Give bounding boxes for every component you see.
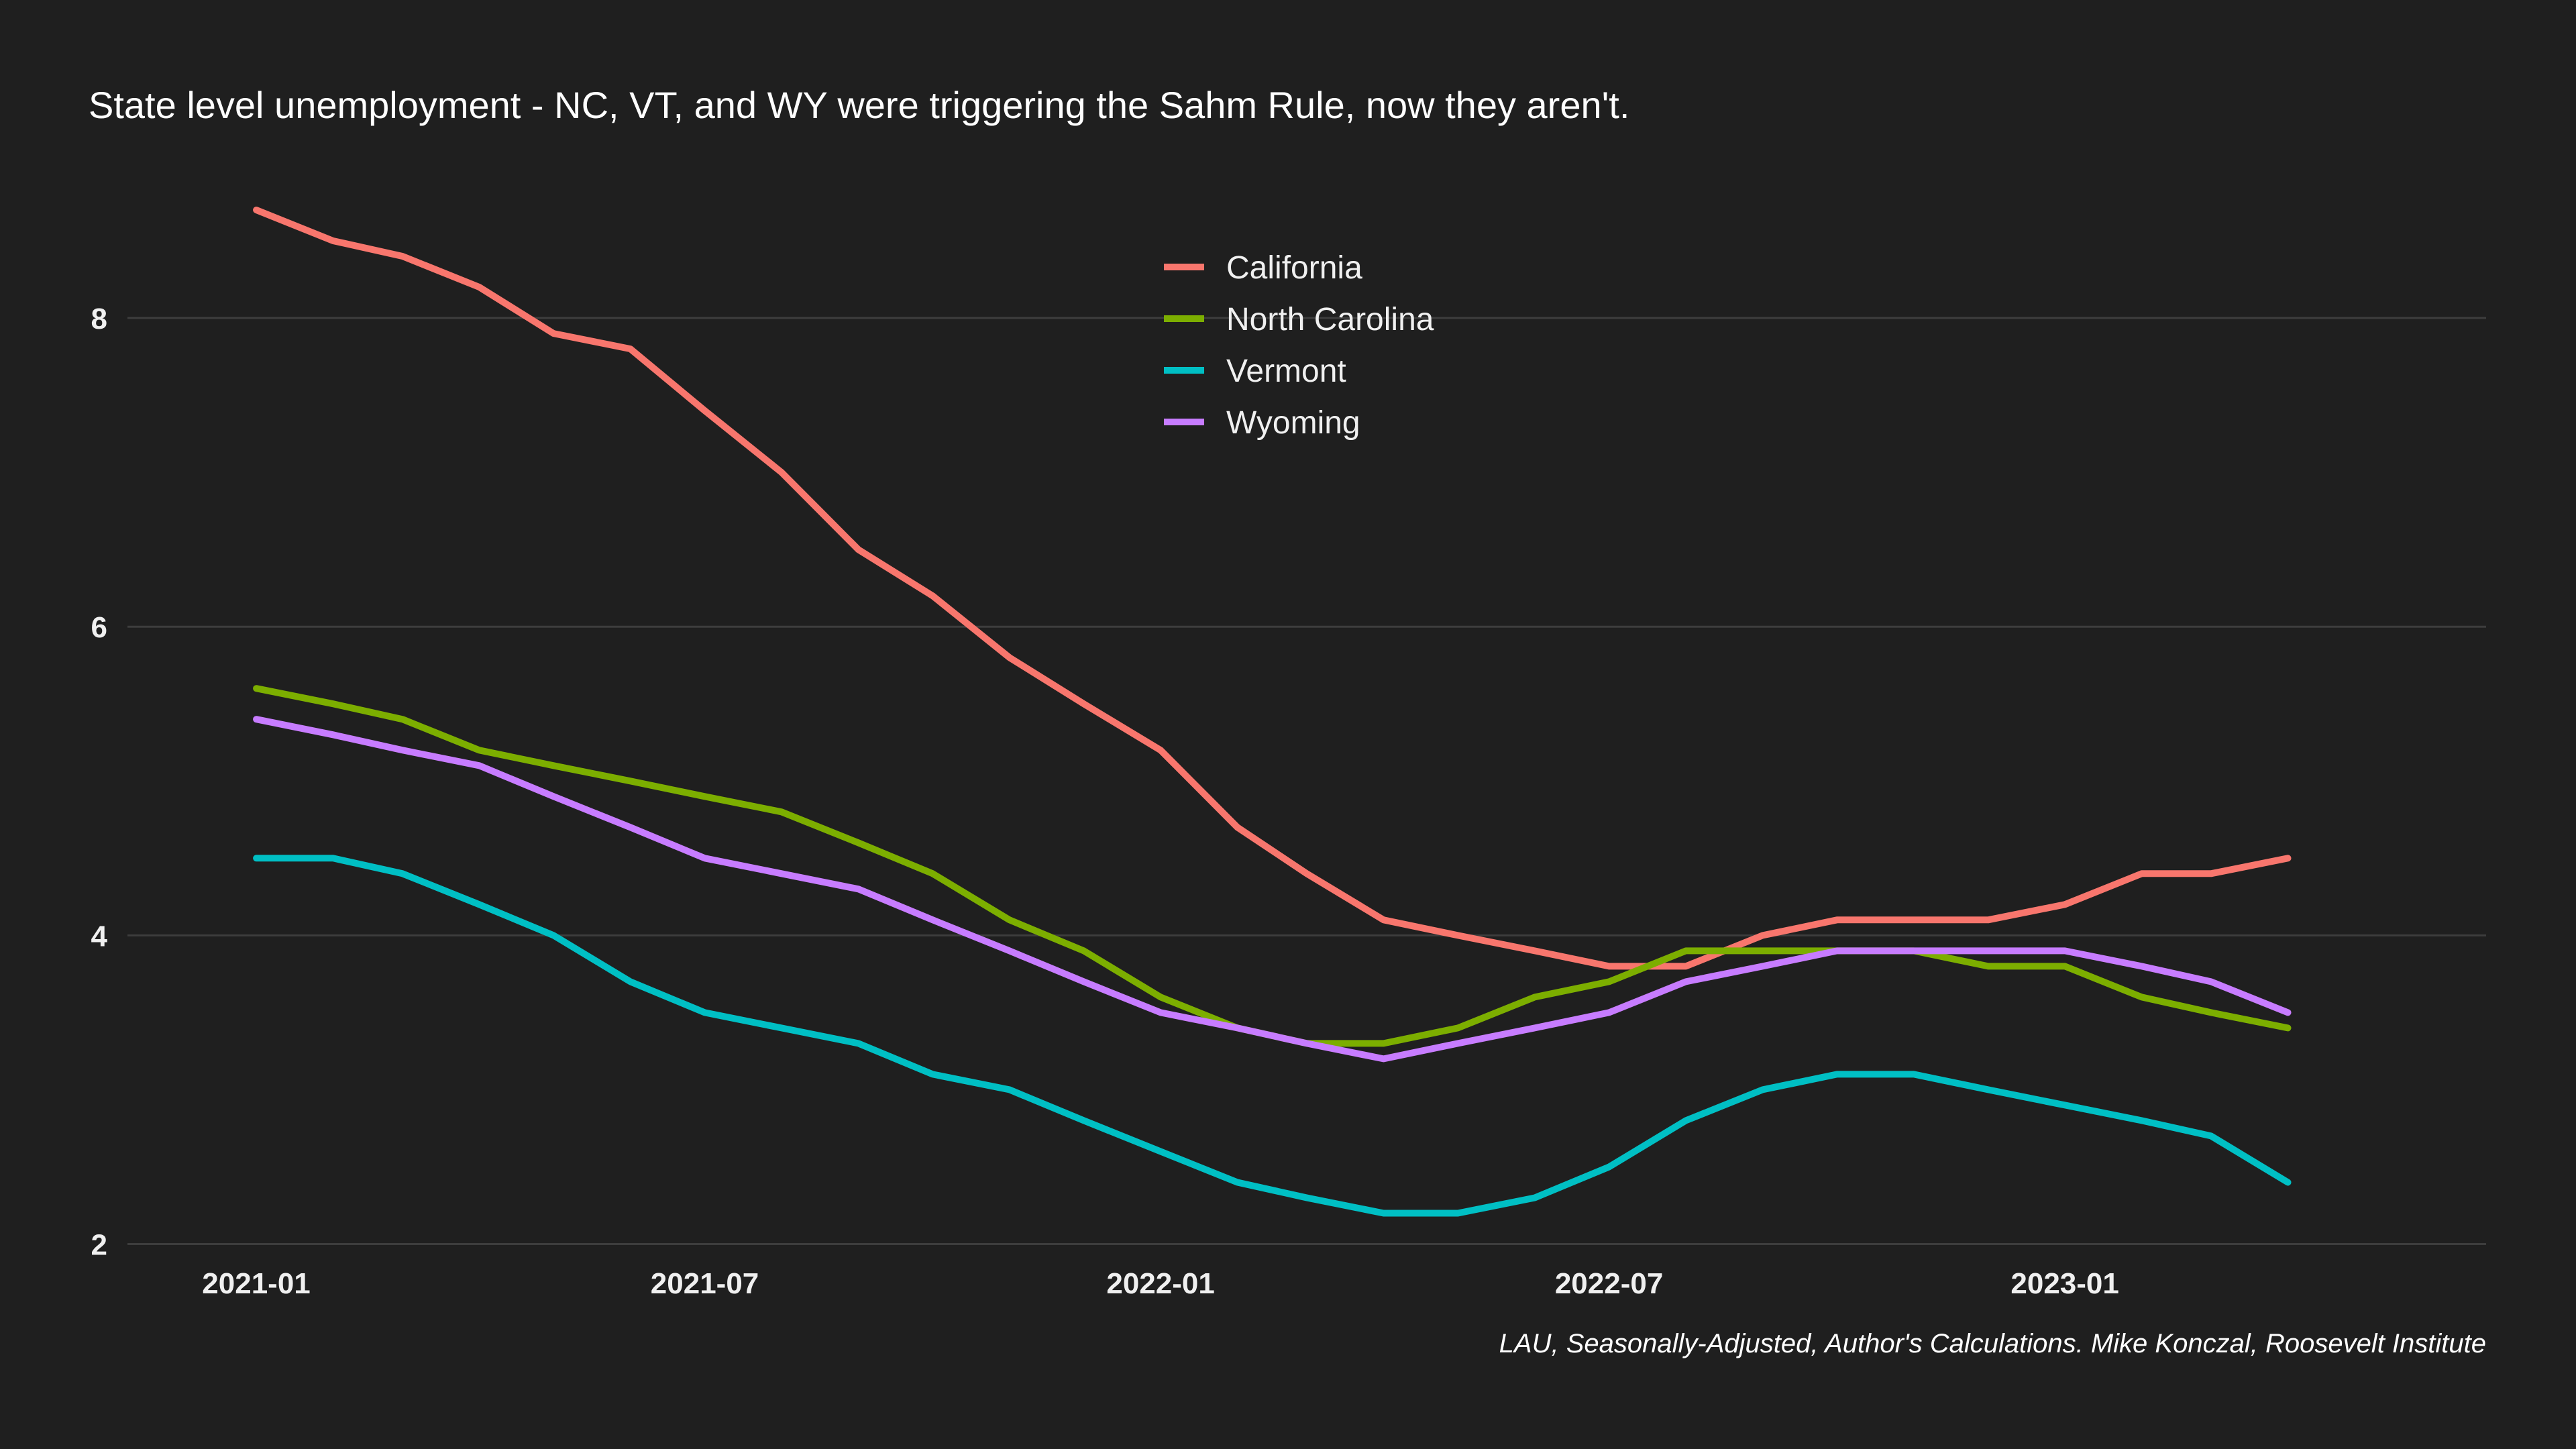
series-lines [253, 207, 2292, 1217]
y-tick-label-4: 4 [91, 920, 108, 953]
x-axis: 2021-01 2021-07 2022-01 2022-07 2023-01 [202, 1267, 2119, 1300]
series-line-california [253, 207, 2292, 970]
chart-caption: LAU, Seasonally-Adjusted, Author's Calcu… [1499, 1329, 2486, 1358]
legend-label-california: California [1226, 250, 1362, 286]
x-tick-label-2021-07: 2021-07 [651, 1267, 759, 1300]
y-tick-label-6: 6 [91, 611, 107, 644]
grid-lines [127, 317, 2486, 1245]
x-tick-label-2021-01: 2021-01 [202, 1267, 310, 1300]
y-axis: 2 4 6 8 [91, 303, 108, 1261]
legend-label-north-carolina: North Carolina [1226, 302, 1434, 337]
legend-label-wyoming: Wyoming [1226, 405, 1360, 441]
x-tick-label-2022-07: 2022-07 [1555, 1267, 1663, 1300]
x-tick-label-2023-01: 2023-01 [2010, 1267, 2118, 1300]
series-line-vermont [253, 855, 2292, 1217]
y-tick-label-2: 2 [91, 1228, 107, 1261]
legend: California North Carolina Vermont Wyoming [1164, 250, 1434, 441]
legend-label-vermont: Vermont [1226, 354, 1346, 389]
x-tick-label-2022-01: 2022-01 [1106, 1267, 1214, 1300]
y-tick-label-8: 8 [91, 303, 107, 335]
chart-title: State level unemployment - NC, VT, and W… [89, 84, 1629, 126]
series-line-wyoming [253, 716, 2292, 1063]
